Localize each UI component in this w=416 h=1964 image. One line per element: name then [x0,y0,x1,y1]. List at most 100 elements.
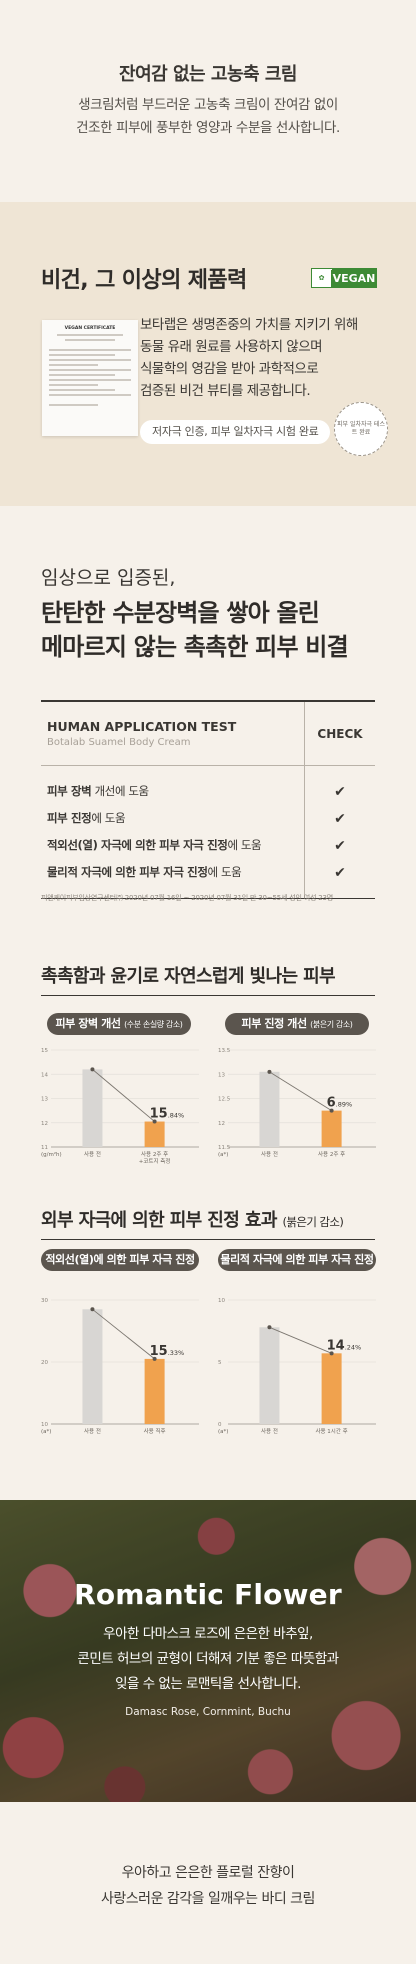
table-subtitle: Botalab Suamel Body Cream [47,737,191,748]
intro-title: 잔여감 없는 고농축 크림 [119,64,297,85]
flower-line: 우아한 다마스크 로즈에 은은한 바추잎, [103,1626,313,1642]
y-tick-label: 0 [218,1422,222,1428]
table-title: HUMAN APPLICATION TEST [47,719,237,734]
x-tick-label: 사용 2주 후 [318,1150,345,1158]
improvement-label: 15.84% [150,1107,185,1122]
soothing-title-text: 외부 자극에 의한 피부 진정 효과 [41,1210,277,1231]
improvement-label: 14.24% [327,1338,362,1353]
x-tick-label: 사용 2주 후 [141,1150,168,1158]
unit-label: (g/m²h) [41,1151,62,1158]
clinical-headline: 탄탄한 수분장벽을 쌓아 올린 메마르지 않는 촉촉한 피부 비결 [41,596,349,664]
unit-label: (a*) [41,1429,51,1435]
table-row: 피부 장벽 개선에 도움 [47,784,149,798]
barrier-chart: 11 12 13 14 15 (g/m²h) 사용 전 사용 2주 후+코트지 측정 15.84… [41,1048,199,1165]
bar [82,1069,103,1147]
improvement-label: 6.89% [327,1096,353,1111]
y-tick-label: 12.5 [218,1097,231,1103]
infrared-chart: 10 20 30 (a*) 사용 전 사용 직후 15.33% [41,1298,199,1435]
y-tick-label: 15 [41,1048,48,1054]
intro-line2: 건조한 피부에 풍부한 영양과 수분을 선사합니다. [76,120,340,136]
intro-description: 생크림처럼 부드러운 고농축 크림이 잔여감 없이 건조한 피부에 풍부한 영양… [0,94,416,140]
outro-section: 우아하고 은은한 플로럴 잔향이 사랑스러운 감각을 일깨우는 바디 크림 [0,1802,416,1964]
table-row: 피부 진정에 도움 [47,811,126,825]
data-point [329,1108,334,1113]
y-tick-label: 13.5 [218,1048,231,1054]
x-tick-label: +코트지 측정 [139,1157,171,1165]
vegan-certificate-image: VEGAN CERTIFICATE [42,320,138,436]
flower-line: 콘민트 허브의 균형이 더해져 기분 좋은 따뜻함과 [77,1651,339,1667]
bar [82,1309,103,1424]
x-tick-label: 사용 전 [261,1150,278,1158]
y-tick-label: 11 [41,1145,48,1151]
check-icon: ✔ [334,783,346,800]
data-point [90,1307,95,1312]
outro-line2: 사랑스러운 감각을 일깨우는 바디 크림 [101,1891,315,1907]
data-point [152,1119,157,1124]
certification-badge: 저자극 인증, 피부 일차자극 시험 완료 [140,420,331,444]
y-tick-label: 20 [41,1360,48,1366]
y-tick-label: 10 [218,1298,225,1304]
improvement-label: 15.33% [150,1344,185,1359]
intro-line1: 생크림처럼 부드러운 고농축 크림이 잔여감 없이 [78,97,338,113]
outro-line1: 우아하고 은은한 플로럴 잔향이 [121,1865,295,1881]
clinical-headline-2: 탄탄한 수분장벽을 쌓아 올린 [41,599,320,627]
vegan-desc-line: 보타랩은 생명존중의 가치를 지키기 위해 [140,317,358,333]
table-header: HUMAN APPLICATION TEST Botalab Suamel Bo… [41,702,375,766]
check-header: CHECK [317,726,363,741]
section-divider [41,995,375,996]
certificate-title: VEGAN CERTIFICATE [64,326,116,331]
check-icon: ✔ [334,837,346,854]
chart-2-label: 피부 진정 개선 (붉은기 감소) [225,1013,369,1035]
flower-ingredients: Damasc Rose, Cornmint, Buchu [125,1706,291,1718]
y-tick-label: 13 [218,1072,225,1078]
data-point [152,1356,157,1361]
clinical-headline-1: 임상으로 입증된, [41,567,176,589]
chart-3-label: 적외선(열)에 의한 피부 자극 진정 [41,1249,199,1271]
bar [321,1110,342,1147]
vegan-logo-text: VEGAN [332,269,376,287]
y-tick-label: 5 [218,1360,222,1366]
data-point [90,1067,95,1072]
data-point [267,1325,272,1330]
table-row: 물리적 자극에 의한 피부 자극 진정에 도움 [47,865,242,879]
bar [321,1353,342,1424]
unit-label: (a*) [218,1152,228,1158]
vegan-desc-line: 식물학의 영감을 받아 과학적으로 [140,361,319,377]
y-tick-label: 11.5 [218,1145,231,1151]
trend-line [92,1069,155,1122]
vegan-logo: ✿ VEGAN [311,268,377,288]
physical-chart: 0 5 10 (a*) 사용 전 사용 1시간 후 14.24% [218,1298,376,1435]
section-divider [41,1239,375,1240]
trend-line [269,1071,332,1112]
chart-1-label: 피부 장벽 개선 (수분 손실량 감소) [47,1013,191,1035]
flower-description: 우아한 다마스크 로즈에 은은한 바추잎, 콘민트 허브의 균형이 더해져 기분… [0,1622,416,1697]
table-row: 적외선(열) 자극에 의한 피부 자극 진정에 도움 [47,838,262,852]
data-point [329,1351,334,1356]
leaf-icon: ✿ [312,269,332,287]
bar [144,1121,165,1147]
y-tick-label: 12 [218,1121,225,1127]
soothing-title-small: (붉은기 감소) [282,1215,344,1229]
test-footnote: 피앤케이피부임상연구센터㈜ 2020년 07월 16일 ~ 2020년 07월 … [41,894,334,902]
x-tick-label: 사용 1시간 후 [315,1427,347,1435]
x-tick-label: 사용 전 [84,1427,101,1435]
vegan-title: 비건, 그 이상의 제품력 [41,268,247,293]
y-tick-label: 10 [41,1422,48,1428]
trend-line [92,1308,155,1360]
romantic-flower-banner: Romantic Flower 우아한 다마스크 로즈에 은은한 바추잎, 콘민… [0,1500,416,1802]
moisture-section-title: 촉촉함과 윤기로 자연스럽게 빛나는 피부 [41,966,336,987]
check-icon: ✔ [334,864,346,881]
y-tick-label: 13 [41,1097,48,1103]
check-icon: ✔ [334,810,346,827]
trend-line [269,1326,332,1354]
bar [259,1071,280,1147]
flower-line: 잊을 수 없는 로맨틱을 선사합니다. [115,1676,301,1692]
chart-4-label: 물리적 자극에 의한 피부 자극 진정 [218,1249,376,1271]
unit-label: (a*) [218,1429,228,1435]
vegan-desc-line: 검증된 비건 뷰티를 제공합니다. [140,383,311,399]
y-tick-label: 30 [41,1298,48,1304]
soothing-section-title: 외부 자극에 의한 피부 진정 효과 (붉은기 감소) [41,1206,344,1232]
x-tick-label: 사용 전 [261,1427,278,1435]
soothing-chart: 11.5 12 12.5 13 13.5 (a*) 사용 전 사용 2주 후 6.89% [218,1048,376,1158]
